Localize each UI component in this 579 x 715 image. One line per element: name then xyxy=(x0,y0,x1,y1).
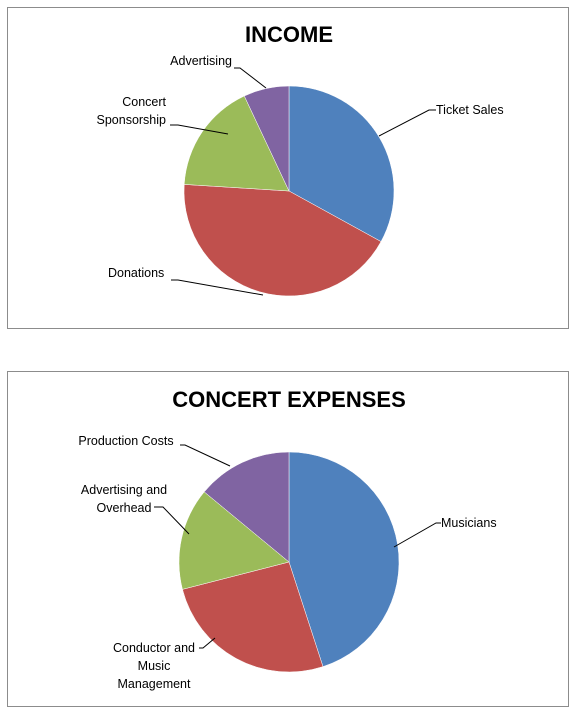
leader-line-advertising xyxy=(234,67,267,89)
slice-label-advertising-and-overhead-line-1: Advertising and xyxy=(81,483,167,497)
income-pie-svg: INCOME Ticket Sales Donations Concert Spons… xyxy=(97,22,504,297)
income-chart: INCOME Ticket Sales Donations Concert Spons… xyxy=(7,7,569,329)
pie-slice-advertising-and-overhead xyxy=(178,491,290,590)
slice-label-conductor-and-music-management-line-3: Management xyxy=(118,677,191,691)
income-chart-title: INCOME xyxy=(245,22,333,47)
leader-line-production-costs xyxy=(180,444,231,467)
pie-slice-donations xyxy=(183,184,382,297)
slice-label-concert-sponsorship-line-2: Sponsorship xyxy=(97,113,167,127)
slice-label-donations: Donations xyxy=(108,266,164,280)
leader-line-advertising-and-overhead xyxy=(154,506,190,535)
slice-label-concert-sponsorship-line-1: Concert xyxy=(122,95,166,109)
pie-slice-conductor-and-music-management xyxy=(182,561,324,673)
pie-slice-production-costs xyxy=(203,451,290,563)
pie-slice-advertising xyxy=(243,85,290,192)
leader-line-concert-sponsorship xyxy=(170,124,229,135)
pie-slice-concert-sponsorship xyxy=(183,95,290,192)
leader-line-ticket-sales xyxy=(378,109,436,137)
expenses-pie-svg: CONCERT EXPENSES Musicians Conductor and M… xyxy=(78,387,497,691)
slice-label-musicians: Musicians xyxy=(441,516,497,530)
leader-line-conductor-and-music-management xyxy=(199,637,216,649)
leader-line-musicians xyxy=(393,522,441,548)
expenses-chart-title: CONCERT EXPENSES xyxy=(172,387,406,412)
slice-label-production-costs: Production Costs xyxy=(78,434,173,448)
slice-label-ticket-sales: Ticket Sales xyxy=(436,103,504,117)
slice-label-conductor-and-music-management-line-1: Conductor and xyxy=(113,641,195,655)
slice-label-advertising: Advertising xyxy=(170,54,232,68)
pie-slice-ticket-sales xyxy=(288,85,395,242)
expenses-chart: CONCERT EXPENSES Musicians Conductor and M… xyxy=(7,371,569,707)
slice-label-advertising-and-overhead-line-2: Overhead xyxy=(97,501,152,515)
slice-label-conductor-and-music-management-line-2: Music xyxy=(138,659,171,673)
leader-line-donations xyxy=(171,279,264,296)
